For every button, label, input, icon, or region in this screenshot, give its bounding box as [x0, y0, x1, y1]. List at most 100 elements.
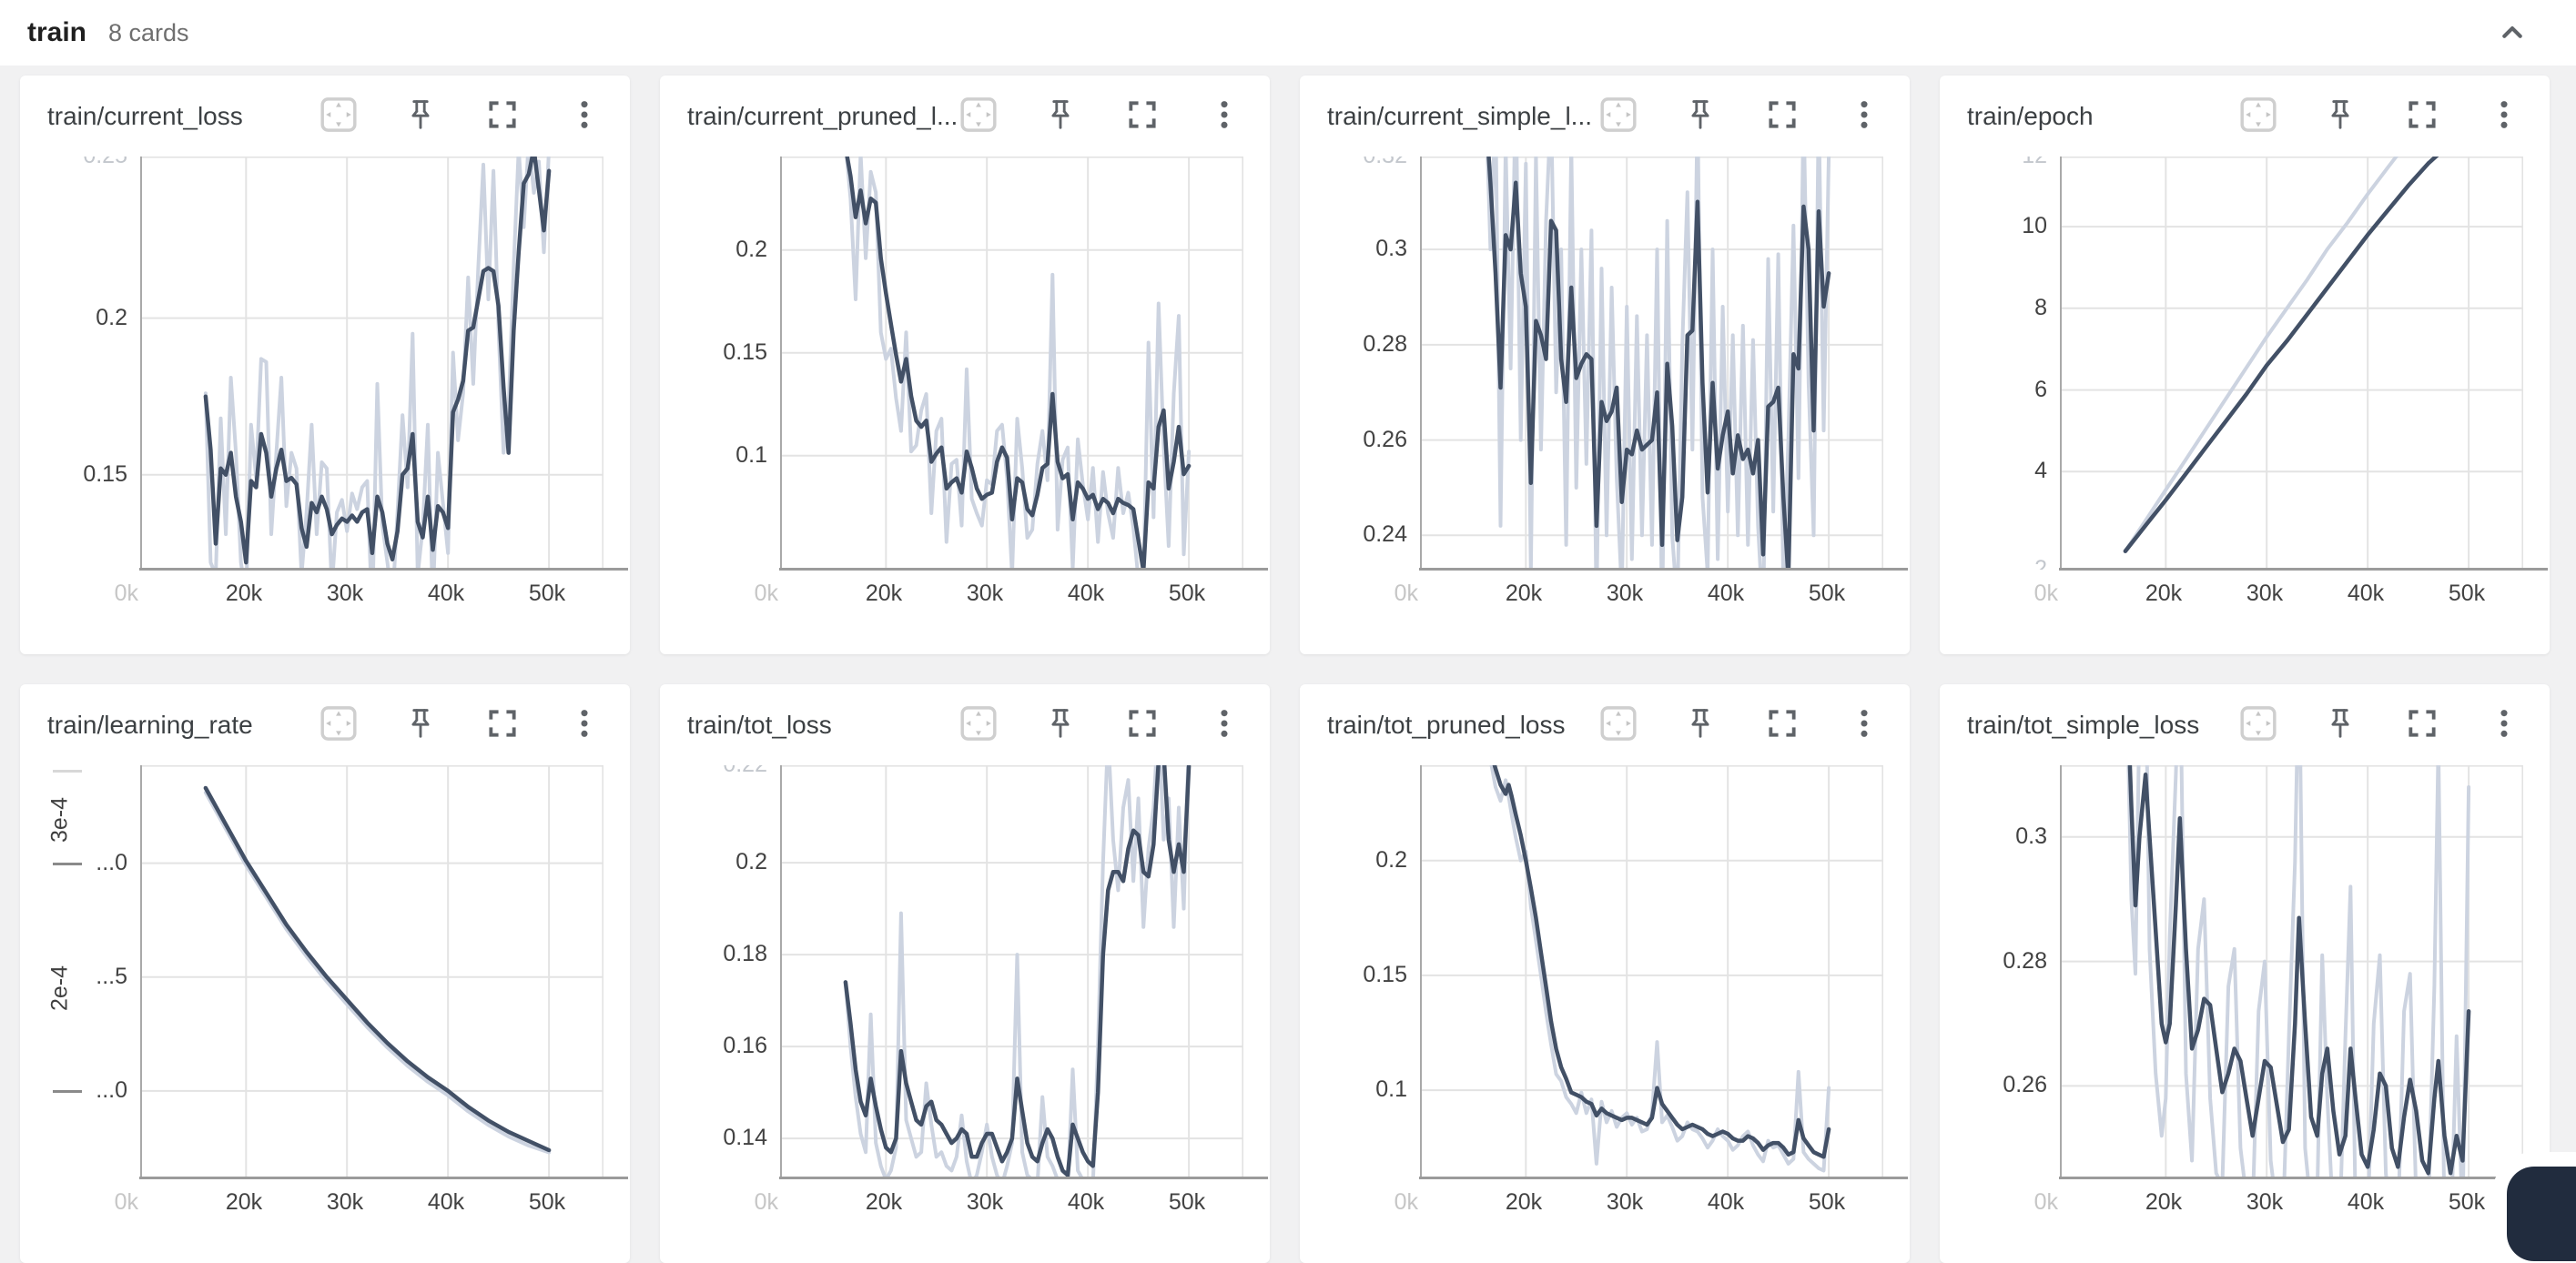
x-tick-label: 20k: [1483, 581, 1565, 607]
fit-domain-button[interactable]: [960, 707, 997, 743]
pin-icon: [1684, 705, 1717, 744]
x-axis-line: [2059, 1177, 2548, 1179]
fit-domain-button[interactable]: [960, 98, 997, 135]
card-toolbar: [320, 707, 603, 743]
y-tick-label-clipped: 0.22: [660, 765, 767, 778]
fit-domain-button[interactable]: [320, 98, 357, 135]
fullscreen-button[interactable]: [1124, 98, 1161, 135]
chart-card: train/current_loss: [20, 76, 630, 654]
chart-plot[interactable]: [780, 765, 1243, 1177]
y-tick-label: 0.28: [1940, 949, 2047, 974]
chart-plot[interactable]: [140, 157, 603, 569]
y-tick-label: 0.3: [1300, 237, 1407, 261]
fit-domain-icon: [2238, 96, 2278, 136]
chart-card: train/current_simple_l...: [1300, 76, 1910, 654]
fullscreen-button[interactable]: [484, 707, 521, 743]
more-options-button[interactable]: [1846, 707, 1882, 743]
fullscreen-icon: [1125, 706, 1160, 743]
fullscreen-button[interactable]: [2404, 98, 2440, 135]
fullscreen-button[interactable]: [1764, 707, 1800, 743]
fit-domain-button[interactable]: [1600, 707, 1637, 743]
chart-plot[interactable]: [1420, 157, 1883, 569]
fit-domain-button[interactable]: [320, 707, 357, 743]
pin-button[interactable]: [2322, 707, 2358, 743]
x-tick-label: 30k: [1584, 1189, 1666, 1216]
x-axis-line: [139, 1177, 628, 1179]
smoothed-series-line: [846, 157, 1189, 569]
more-options-icon: [2489, 96, 2520, 136]
more-options-button[interactable]: [1206, 707, 1242, 743]
pin-button[interactable]: [402, 98, 439, 135]
cards-grid: train/current_loss: [20, 76, 2550, 1263]
pin-button[interactable]: [1042, 98, 1079, 135]
card-title: train/current_pruned_l...: [687, 102, 958, 131]
chart-card: train/epoch: [1940, 76, 2550, 654]
chart-plot[interactable]: [1420, 765, 1883, 1177]
card-header: train/tot_loss: [660, 684, 1270, 765]
fullscreen-icon: [1125, 97, 1160, 135]
x-tick-label: 20k: [203, 1189, 285, 1216]
x-tick-label: 50k: [1146, 1189, 1228, 1216]
more-options-button[interactable]: [2486, 98, 2522, 135]
more-options-button[interactable]: [566, 707, 603, 743]
fullscreen-button[interactable]: [484, 98, 521, 135]
x-tick-label: 50k: [506, 1189, 588, 1216]
card-header: train/epoch: [1940, 76, 2550, 157]
card-title: train/current_simple_l...: [1327, 102, 1592, 131]
fit-domain-button[interactable]: [1600, 98, 1637, 135]
chart-area: 4681012220k30k40k50k0k: [1940, 157, 2550, 654]
more-options-button[interactable]: [1846, 98, 1882, 135]
card-title: train/learning_rate: [47, 711, 253, 740]
raw-series-line: [206, 793, 549, 1153]
chart-plot[interactable]: [140, 765, 603, 1177]
y-tick-mark: [53, 1090, 82, 1093]
x-tick-label: 20k: [2123, 1189, 2205, 1216]
more-options-button[interactable]: [566, 98, 603, 135]
more-options-button[interactable]: [2486, 707, 2522, 743]
x-tick-label: 30k: [304, 581, 386, 607]
card-header: train/current_loss: [20, 76, 630, 157]
fit-domain-icon: [319, 96, 359, 136]
x-tick-label-clipped: 0k: [115, 1189, 138, 1216]
fullscreen-button[interactable]: [1124, 707, 1161, 743]
y-tick-label: 0.14: [660, 1126, 767, 1150]
chart-card: train/tot_pruned_loss: [1300, 684, 1910, 1263]
x-tick-label: 50k: [1786, 581, 1868, 607]
y-tick-mark: [53, 863, 82, 865]
card-title: train/epoch: [1967, 102, 2094, 131]
pin-icon: [1684, 96, 1717, 136]
chart-area: 0.140.160.180.20.2220k30k40k50k0k: [660, 765, 1270, 1263]
x-tick-label: 20k: [2123, 581, 2205, 607]
more-options-icon: [1209, 705, 1240, 744]
raw-series-line: [1486, 765, 1829, 1170]
fullscreen-button[interactable]: [1764, 98, 1800, 135]
x-tick-label: 40k: [405, 1189, 487, 1216]
smoothed-series-line: [206, 788, 549, 1150]
fit-domain-button[interactable]: [2240, 98, 2277, 135]
x-tick-label-clipped: 0k: [755, 1189, 778, 1216]
x-tick-label: 30k: [2224, 581, 2306, 607]
pin-button[interactable]: [1682, 98, 1719, 135]
y-tick-label-clipped: 0.32: [1300, 157, 1407, 169]
more-options-button[interactable]: [1206, 98, 1242, 135]
pin-button[interactable]: [402, 707, 439, 743]
pin-button[interactable]: [1042, 707, 1079, 743]
y-tick-label: 0.2: [660, 850, 767, 874]
fullscreen-button[interactable]: [2404, 707, 2440, 743]
raw-series-line: [2125, 157, 2469, 551]
chart-plot[interactable]: [2060, 157, 2523, 569]
fit-domain-button[interactable]: [2240, 707, 2277, 743]
chart-plot[interactable]: [780, 157, 1243, 569]
smoothed-series-line: [2125, 157, 2469, 551]
y-tick-label: 0.28: [1300, 332, 1407, 357]
chart-plot[interactable]: [2060, 765, 2523, 1177]
collapse-section-button[interactable]: [2487, 7, 2538, 58]
x-tick-label: 20k: [203, 581, 285, 607]
x-axis-line: [779, 568, 1268, 571]
pin-button[interactable]: [1682, 707, 1719, 743]
pin-button[interactable]: [2322, 98, 2358, 135]
y-tick-label: 10: [1940, 214, 2047, 238]
pin-icon: [2324, 705, 2357, 744]
